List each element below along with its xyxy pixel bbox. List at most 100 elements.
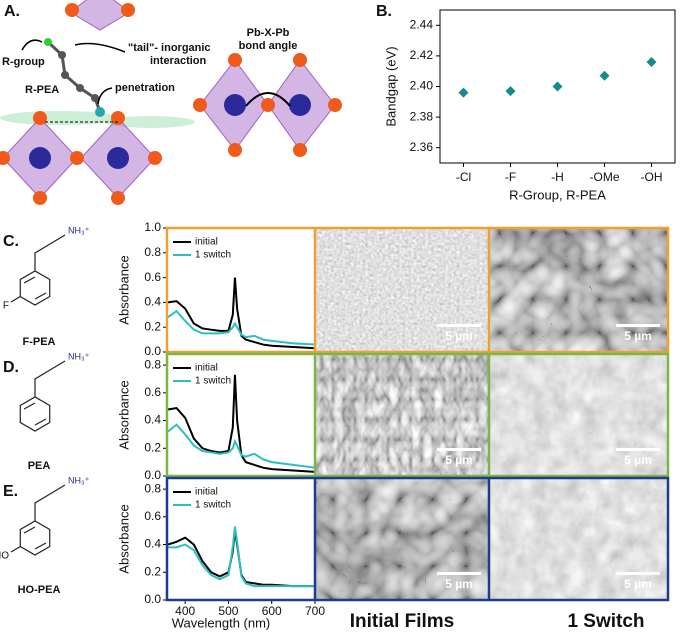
y-tick-label: 0.2 [144,319,161,333]
scale-bar-label: 5 µm [445,577,473,591]
line-series [167,423,316,469]
point [552,81,563,92]
scale-bar [437,324,481,327]
panel-label: A. [4,3,20,20]
y-tick-label: 0.0 [144,592,161,606]
molecule-name: HO-PEA [18,584,61,596]
y-axis-label: Absorbance [116,380,131,449]
benzene-ring [19,270,51,306]
scale-bar [616,448,660,451]
line-series [167,526,315,588]
line-series [167,309,316,346]
substituent: F [3,301,9,312]
substituent: HO [0,551,9,562]
annotation: interaction [150,55,207,67]
annotation: R-group [2,56,45,68]
point [646,57,657,68]
chain [34,360,66,397]
sem-image [490,354,668,476]
x-tick-label: -Cl [456,170,471,184]
scale-bar-label: 5 µm [624,329,652,343]
legend-label: initial [195,237,218,248]
x-tick-label: -OMe [590,170,620,184]
y-tick-label: 0.2 [144,440,161,454]
point [599,70,610,81]
panel-label: D. [3,359,19,376]
annotation: R-PEA [25,84,59,96]
chain [34,484,66,521]
scale-bar [616,324,660,327]
sem-image [316,354,489,476]
y-tick-label: 0.4 [144,537,161,551]
column-label: Initial Films [350,611,455,632]
y-tick-label: 0.0 [144,344,161,358]
point [505,86,516,97]
y-tick-label: 0.8 [144,245,161,259]
panel-label: C. [3,233,19,250]
scale-bar-label: 5 µm [445,453,473,467]
y-tick-label: 2.38 [410,109,434,123]
y-tick-label: 2.42 [410,48,434,62]
y-tick-label: 2.36 [410,140,434,154]
y-tick-label: 0.6 [144,385,161,399]
x-tick-label: -F [505,170,516,184]
annotation: penetration [115,82,175,94]
x-tick-label: -H [551,170,564,184]
x-tick-label: -OH [641,170,663,184]
annotation: "tail"- inorganic [128,42,211,54]
benzene-ring [19,396,51,432]
x-tick-label: 600 [262,604,282,618]
panel-label: E. [3,483,18,500]
annotation: Pb-X-Pb [247,27,290,39]
legend-label: 1 switch [195,376,231,387]
x-axis-label: Wavelength (nm) [172,615,271,630]
sem-image [316,228,489,352]
sem-image [490,228,668,352]
y-tick-label: 0.6 [144,270,161,284]
amine: NH₃⁺ [68,225,90,235]
amine: NH₃⁺ [68,475,90,485]
atoms [0,3,342,205]
y-tick-label: 0.2 [144,564,161,578]
panel-label: B. [376,3,392,20]
panel-frame [165,226,670,354]
plot-background [167,354,315,476]
bond [10,295,21,303]
panel-frame [165,476,670,602]
bond [10,545,21,553]
panel-frame [165,352,670,478]
legend-label: initial [195,363,218,374]
y-tick-label: 0.0 [144,468,161,482]
annotation: bond angle [239,40,298,52]
amine: NH₃⁺ [68,351,90,361]
scale-bar-label: 5 µm [624,577,652,591]
y-axis-label: Bandgap (eV) [383,46,398,126]
x-tick-label: 400 [175,604,195,618]
legend-label: 1 switch [195,500,231,511]
y-axis-label: Absorbance [116,504,131,573]
sem-image [490,478,668,600]
scale-bar [616,572,660,575]
point [458,87,469,98]
legend-label: initial [195,487,218,498]
x-tick-label: 700 [305,604,325,618]
y-tick-label: 0.8 [144,481,161,495]
sem-image [316,478,489,600]
glow [105,116,195,128]
x-tick-label: 500 [218,604,238,618]
y-tick-label: 0.4 [144,295,161,309]
scale-bar [437,572,481,575]
r-pea-molecule [21,38,126,117]
line-series [167,277,316,350]
molecule-name: F-PEA [23,336,56,348]
y-tick-label: 0.4 [144,413,161,427]
y-tick-label: 2.40 [410,79,434,93]
panel-a: A. R-group R-PEA "tail"- inorganic inter… [0,0,342,205]
y-tick-label: 0.8 [144,357,161,371]
legend-label: 1 switch [195,250,231,261]
scale-bar-label: 5 µm [445,329,473,343]
scale-bar [437,448,481,451]
column-label: 1 Switch [567,611,644,632]
x-axis-label: R-Group, R-PEA [509,187,606,202]
